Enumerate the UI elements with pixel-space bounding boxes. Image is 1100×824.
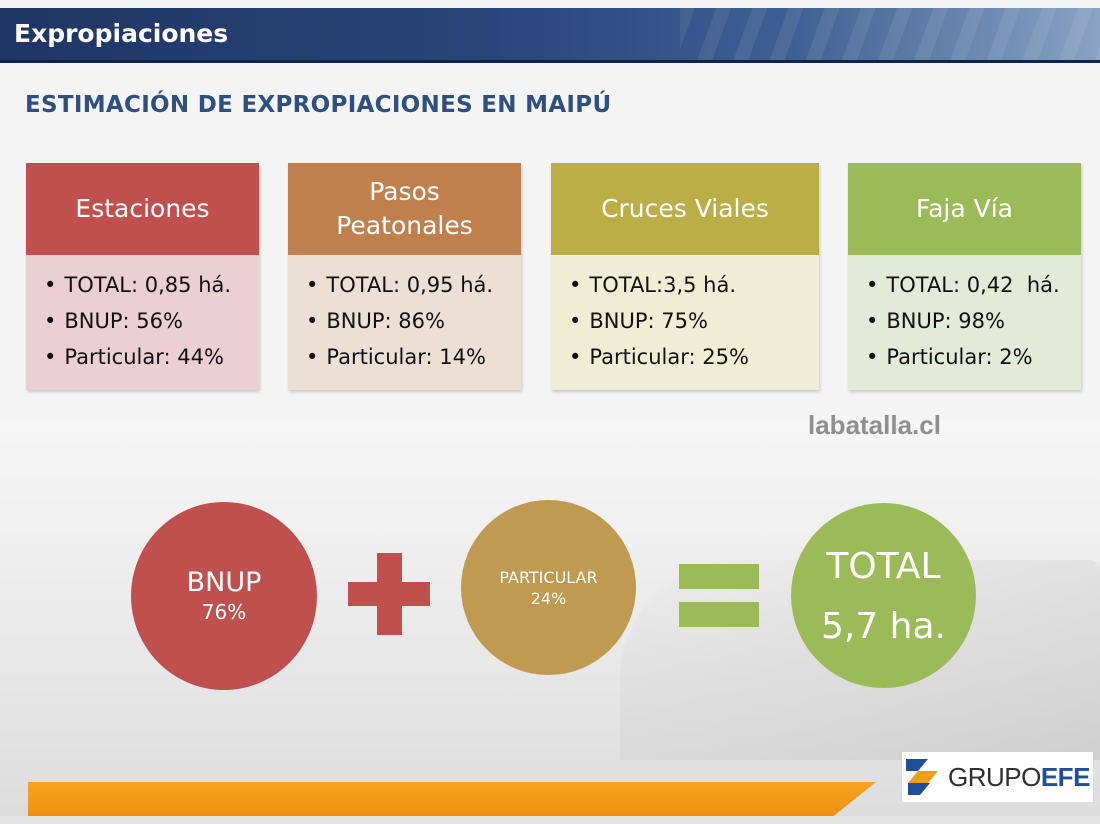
- section-subtitle: ESTIMACIÓN DE EXPROPIACIONES EN MAIPÚ: [25, 92, 612, 118]
- list-item: BNUP: 75%: [569, 303, 819, 339]
- card-estaciones: Estaciones TOTAL: 0,85 há. BNUP: 56% Par…: [26, 163, 259, 390]
- list-item: TOTAL: 0,85 há.: [44, 267, 259, 303]
- list-item: BNUP: 98%: [866, 303, 1081, 339]
- list-item: BNUP: 86%: [306, 303, 521, 339]
- header-bar: Expropiaciones: [0, 8, 1100, 63]
- footer-bar: [28, 782, 876, 816]
- list-item: TOTAL:3,5 há.: [569, 267, 819, 303]
- particular-circle: PARTICULAR 24%: [461, 500, 636, 675]
- card-title: Cruces Viales: [551, 163, 819, 255]
- particular-value: 24%: [530, 588, 567, 608]
- card-title: Pasos Peatonales: [288, 163, 521, 255]
- card-cruces-viales: Cruces Viales TOTAL:3,5 há. BNUP: 75% Pa…: [551, 163, 819, 390]
- list-item: BNUP: 56%: [44, 303, 259, 339]
- total-label: TOTAL: [826, 545, 941, 587]
- grupo-efe-logo: GRUPOEFE: [902, 752, 1093, 802]
- equals-icon: [679, 602, 759, 627]
- bnup-circle: BNUP 76%: [131, 502, 317, 690]
- list-item: Particular: 2%: [866, 339, 1081, 375]
- list-item: TOTAL: 0,95 há.: [306, 267, 521, 303]
- total-value: 5,7 ha.: [820, 605, 946, 647]
- card-body: TOTAL: 0,85 há. BNUP: 56% Particular: 44…: [26, 255, 259, 390]
- card-faja-via: Faja Vía TOTAL: 0,42 há. BNUP: 98% Parti…: [848, 163, 1081, 390]
- total-circle: TOTAL 5,7 ha.: [791, 503, 976, 688]
- list-item: TOTAL: 0,42 há.: [866, 267, 1081, 303]
- equals-icon: [679, 564, 759, 589]
- bnup-value: 76%: [201, 600, 247, 624]
- card-pasos-peatonales: Pasos Peatonales TOTAL: 0,95 há. BNUP: 8…: [288, 163, 521, 390]
- bnup-label: BNUP: [186, 567, 262, 598]
- page-title: Expropiaciones: [14, 19, 229, 48]
- header-train-image: [680, 8, 1100, 60]
- watermark: labatalla.cl: [808, 410, 941, 440]
- grupo-efe-logo-icon: [906, 759, 938, 795]
- list-item: Particular: 44%: [44, 339, 259, 375]
- logo-text: GRUPOEFE: [948, 761, 1090, 792]
- card-title: Estaciones: [26, 163, 259, 255]
- particular-label: PARTICULAR: [499, 567, 598, 587]
- card-body: TOTAL: 0,95 há. BNUP: 86% Particular: 14…: [288, 255, 521, 390]
- list-item: Particular: 14%: [306, 339, 521, 375]
- plus-icon: [377, 553, 402, 635]
- list-item: Particular: 25%: [569, 339, 819, 375]
- footer-line: [0, 816, 1100, 824]
- card-title: Faja Vía: [848, 163, 1081, 255]
- card-body: TOTAL: 0,42 há. BNUP: 98% Particular: 2%: [848, 255, 1081, 390]
- card-body: TOTAL:3,5 há. BNUP: 75% Particular: 25%: [551, 255, 819, 390]
